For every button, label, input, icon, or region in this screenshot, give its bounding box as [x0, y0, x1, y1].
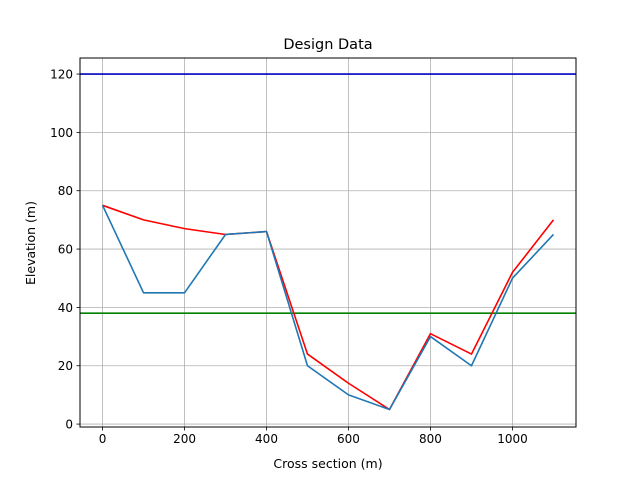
axis-ticks: 0 200 400 600 800 1000 0 20 40 60 80 100 120	[50, 68, 528, 446]
x-tick-label: 0	[99, 432, 107, 446]
y-tick-label: 0	[65, 418, 73, 432]
y-tick-label: 40	[58, 301, 73, 315]
x-tick-label: 1000	[497, 432, 528, 446]
reference-lines	[80, 73, 576, 315]
x-axis-label: Cross section (m)	[273, 456, 382, 471]
data-series	[101, 204, 555, 411]
y-tick-label: 80	[58, 184, 73, 198]
chart-title: Design Data	[283, 37, 372, 53]
x-tick-label: 800	[419, 432, 442, 446]
y-tick-label: 100	[50, 126, 73, 140]
axes-frame	[79, 57, 577, 428]
x-tick-label: 600	[337, 432, 360, 446]
y-tick-label: 60	[58, 243, 73, 257]
x-tick-label: 400	[255, 432, 278, 446]
series-line-1	[101, 204, 555, 411]
y-tick-label: 20	[58, 359, 73, 373]
series-line-0	[102, 204, 555, 411]
y-tick-label: 120	[50, 68, 73, 82]
x-tick-label: 200	[173, 432, 196, 446]
y-axis-label: Elevation (m)	[23, 201, 38, 285]
